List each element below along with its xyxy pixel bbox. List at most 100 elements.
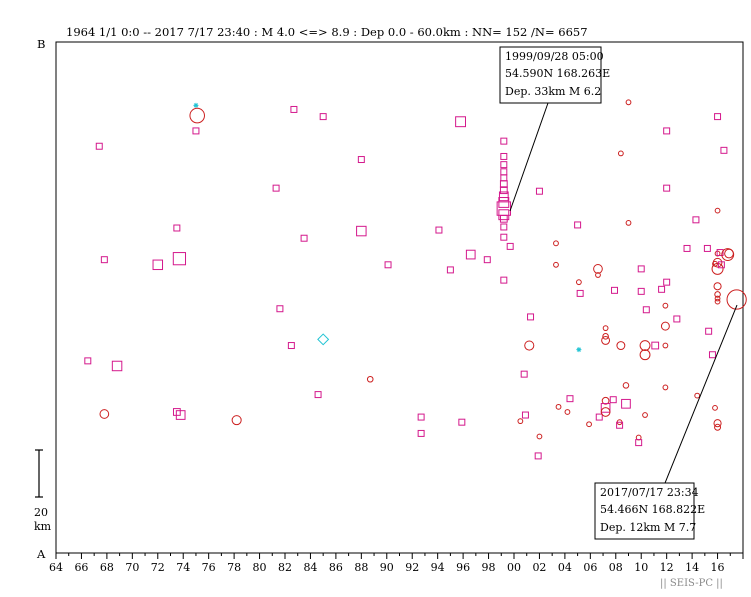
x-tick-label: 70 [125,561,139,574]
event-marker-circle [662,384,669,391]
event-marker-circle [189,107,205,124]
event-marker-circle [564,409,571,415]
event-marker-circle [714,423,722,431]
event-marker-circle [625,219,632,226]
event-marker-square [534,452,542,460]
event-marker-circle [601,396,610,405]
x-tick-label: 84 [303,561,317,574]
callout-2017-coords: 54.466N 168.822E [600,503,705,516]
event-marker-square [566,395,574,403]
event-marker-circle [713,282,722,291]
x-tick-label: 72 [151,561,165,574]
callout-2017-date: 2017/07/17 23:34 [600,486,699,499]
callout-2017-leader [664,304,738,484]
event-marker-square [692,216,700,224]
profile-end-b-label: B [37,37,45,51]
event-marker-square [500,152,508,160]
event-marker-square [357,156,365,164]
callout-1999-leader [509,102,549,212]
x-tick-label: 74 [176,561,190,574]
event-marker-square [520,370,528,378]
event-marker-circle [639,349,651,361]
event-marker-circle [602,333,609,340]
event-marker-square [651,341,660,350]
event-marker-circle [712,404,718,411]
event-marker-square [287,342,295,350]
event-marker-square [483,256,491,264]
event-marker-square [642,306,650,314]
event-marker-square [663,184,671,192]
event-marker-square [192,127,200,135]
software-caption: || SEIS-PC || [660,578,723,589]
plot-frame [55,41,744,554]
event-marker-circle [586,421,592,428]
event-marker-square [635,439,643,447]
event-marker-square [319,113,327,121]
event-marker-square [616,421,624,429]
event-marker-square [600,403,611,413]
event-marker-circle [524,340,535,351]
event-marker-circle [575,279,582,286]
x-tick-label: 00 [507,561,521,574]
event-marker-square [663,278,671,286]
scale-bar-unit: km [34,520,52,533]
x-tick-label: 76 [202,561,216,574]
event-marker-diamond [317,333,330,346]
x-tick-label: 64 [49,561,63,574]
event-marker-square [152,259,164,271]
event-marker-square [500,233,508,241]
event-marker-circle [617,150,624,157]
callout-2017-depth-magnitude: Dep. 12km M 7.7 [600,521,696,534]
event-marker-circle [536,433,543,440]
event-marker-circle [694,392,701,399]
scale-bar: 20 km [34,449,52,533]
event-marker-square [500,174,508,182]
event-marker-square [173,224,181,232]
event-marker-circle [616,341,626,350]
event-marker-circle [231,415,242,426]
event-marker-circle [642,412,648,418]
event-marker-square [500,276,508,284]
event-marker-circle [622,382,630,389]
callout-1999-box [499,46,602,104]
event-marker-square [576,289,584,297]
x-tick-label: 98 [482,561,496,574]
event-marker-circle [712,257,723,268]
event-marker-square [417,413,425,421]
event-marker-square [356,225,367,237]
x-tick-label: 04 [558,561,572,574]
event-marker-square [535,187,543,195]
event-marker-circle [662,302,669,309]
event-marker-square [708,351,716,359]
event-marker-square [498,197,510,208]
x-tick-label: 16 [711,561,725,574]
x-tick-label: 96 [456,561,470,574]
event-marker-circle [555,403,562,410]
event-marker-circle [726,289,747,310]
event-marker-circle [601,335,611,345]
event-marker-circle [553,240,559,247]
chart-header: 1964 1/1 0:0 -- 2017 7/17 23:40 : M 4.0 … [66,25,588,39]
x-tick-label: 90 [380,561,394,574]
x-tick-label: 80 [253,561,267,574]
event-marker-square [595,413,603,421]
event-markers [84,99,747,460]
event-marker-square [314,391,322,399]
x-tick-label: 86 [329,561,343,574]
event-marker-square [100,256,108,264]
event-marker-circle [553,261,559,268]
event-marker-star [576,347,582,353]
event-marker-square [384,261,392,269]
event-marker-square [446,266,454,274]
event-marker-square [609,396,617,404]
x-tick-label: 08 [609,561,623,574]
event-marker-circle [714,298,721,305]
event-marker-square [611,286,618,294]
event-marker-square [506,242,514,250]
callout-1999-depth-magnitude: Dep. 33km M 6.2 [505,85,601,98]
x-axis-ticks [55,553,744,559]
event-marker-square [172,252,187,266]
event-marker-circle [517,418,524,425]
